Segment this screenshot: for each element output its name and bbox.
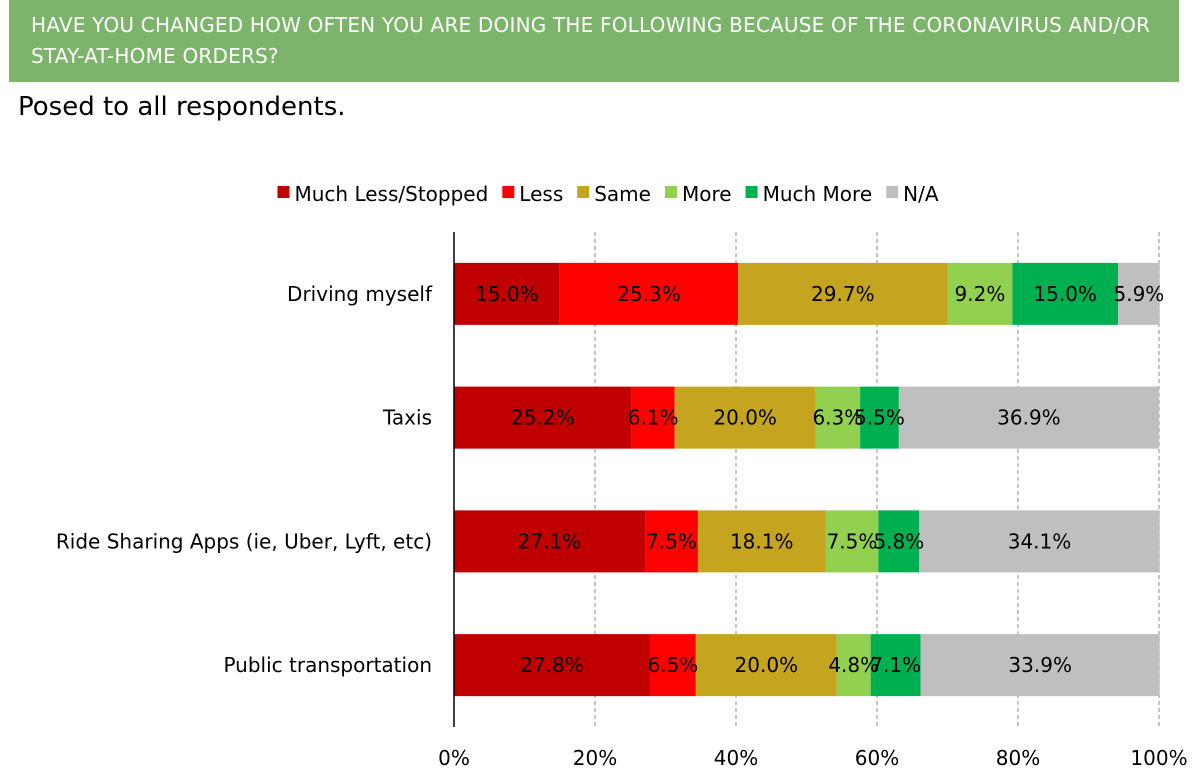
bar-segment (738, 262, 948, 325)
subtitle: Posed to all respondents. (18, 92, 346, 122)
chart-gridlines (594, 232, 1160, 727)
data-label: 7.1% (870, 653, 921, 677)
bar-segment (870, 634, 921, 697)
chart-category-labels: Driving myself Taxis Ride Sharing Apps (ie… (56, 282, 433, 677)
data-label: 6.1% (628, 406, 679, 430)
data-label: 6.3% (812, 406, 863, 430)
bar-segment (454, 386, 632, 449)
bar-segment (898, 386, 1159, 449)
x-tick-label: 80% (996, 746, 1040, 770)
bar-segment (836, 634, 871, 697)
chart-bars (454, 262, 1160, 697)
data-label: 27.8% (520, 653, 584, 677)
data-label: 9.2% (955, 282, 1006, 306)
x-tick-label: 60% (855, 746, 899, 770)
legend-swatch (886, 186, 899, 198)
bar-segment (695, 634, 837, 697)
bar-segment (825, 510, 879, 573)
bar-segment (919, 510, 1160, 573)
bar-segment (1118, 262, 1160, 325)
data-label: 27.1% (518, 529, 582, 553)
data-label: 20.0% (735, 653, 799, 677)
data-label: 7.5% (827, 529, 878, 553)
bar-segment (1012, 262, 1119, 325)
legend-swatch (577, 186, 590, 198)
legend-item: Much More (745, 182, 873, 206)
category-label: Public transportation (223, 653, 432, 677)
data-label: 5.5% (854, 406, 905, 430)
data-label: 20.0% (713, 406, 777, 430)
legend-label: More (682, 182, 732, 206)
data-label: 18.1% (730, 529, 794, 553)
bar-segment (631, 386, 675, 449)
data-label: 25.3% (617, 282, 681, 306)
legend-swatch (664, 186, 677, 198)
legend-label: N/A (903, 182, 939, 206)
legend-item: Less (502, 182, 563, 206)
data-label: 29.7% (811, 282, 875, 306)
bar-segment (920, 634, 1160, 697)
bar-segment (674, 386, 816, 449)
category-label: Driving myself (287, 282, 433, 306)
chart-x-tick-labels: 0% 20% 40% 60% 80% 100% (438, 746, 1187, 770)
legend-label: Less (519, 182, 563, 206)
category-label: Taxis (382, 406, 432, 430)
bar-segment (454, 510, 646, 573)
legend-item: Same (577, 182, 651, 206)
x-tick-label: 0% (438, 746, 470, 770)
x-tick-label: 20% (573, 746, 617, 770)
bar-segment (878, 510, 920, 573)
bar-segment (559, 262, 739, 325)
data-label: 33.9% (1008, 653, 1072, 677)
data-label: 34.1% (1008, 529, 1072, 553)
bar-segment (815, 386, 861, 449)
bar-segment (697, 510, 826, 573)
legend-item: More (664, 182, 732, 206)
chart-header-banner: HAVE YOU CHANGED HOW OFTEN YOU ARE DOING… (9, 0, 1179, 82)
data-label: 15.0% (475, 282, 539, 306)
chart-data-labels: 15.0% 25.3% 29.7% 9.2% 15.0% 5.9% 25.2% 6.1% 20.… (475, 282, 1164, 677)
legend-label: Much Less/Stopped (294, 182, 488, 206)
bar-segment (645, 510, 698, 573)
legend-swatch (502, 186, 515, 198)
category-label: Ride Sharing Apps (ie, Uber, Lyft, etc) (56, 529, 432, 553)
bar-segment (454, 634, 650, 697)
data-label: 15.0% (1033, 282, 1097, 306)
data-label: 36.9% (997, 406, 1061, 430)
legend-item: N/A (886, 182, 939, 206)
x-tick-label: 40% (714, 746, 758, 770)
data-label: 5.9% (1114, 282, 1165, 306)
bar-segment (860, 386, 899, 449)
bar-segment (649, 634, 696, 697)
data-label: 6.5% (647, 653, 698, 677)
data-label: 25.2% (511, 406, 575, 430)
chart-legend: Much Less/Stopped Less Same More Much More N/… (277, 182, 939, 206)
bar-segment (454, 262, 560, 325)
legend-item: Much Less/Stopped (277, 182, 488, 206)
legend-label: Same (594, 182, 651, 206)
question-title: HAVE YOU CHANGED HOW OFTEN YOU ARE DOING… (31, 13, 1151, 68)
data-label: 7.5% (646, 529, 697, 553)
bar-segment (947, 262, 1013, 325)
legend-swatch (277, 186, 290, 198)
legend-label: Much More (763, 182, 873, 206)
data-label: 5.8% (873, 529, 924, 553)
data-label: 4.8% (828, 653, 879, 677)
x-tick-label: 100% (1130, 746, 1187, 770)
legend-swatch (745, 186, 758, 198)
